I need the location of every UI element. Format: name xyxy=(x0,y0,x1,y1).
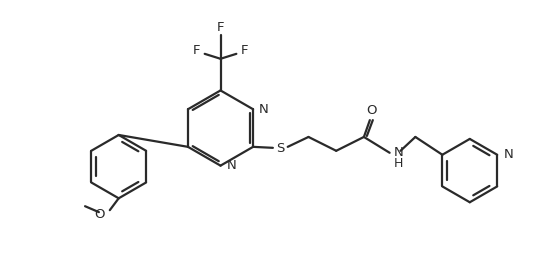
Text: F: F xyxy=(193,44,201,57)
Text: F: F xyxy=(240,44,248,57)
Text: O: O xyxy=(367,104,377,117)
Text: F: F xyxy=(217,21,224,34)
Text: N: N xyxy=(393,146,403,159)
Text: S: S xyxy=(277,142,285,155)
Text: H: H xyxy=(393,157,403,170)
Text: O: O xyxy=(94,208,105,221)
Text: N: N xyxy=(504,148,514,161)
Text: N: N xyxy=(259,103,269,116)
Text: N: N xyxy=(226,159,236,172)
